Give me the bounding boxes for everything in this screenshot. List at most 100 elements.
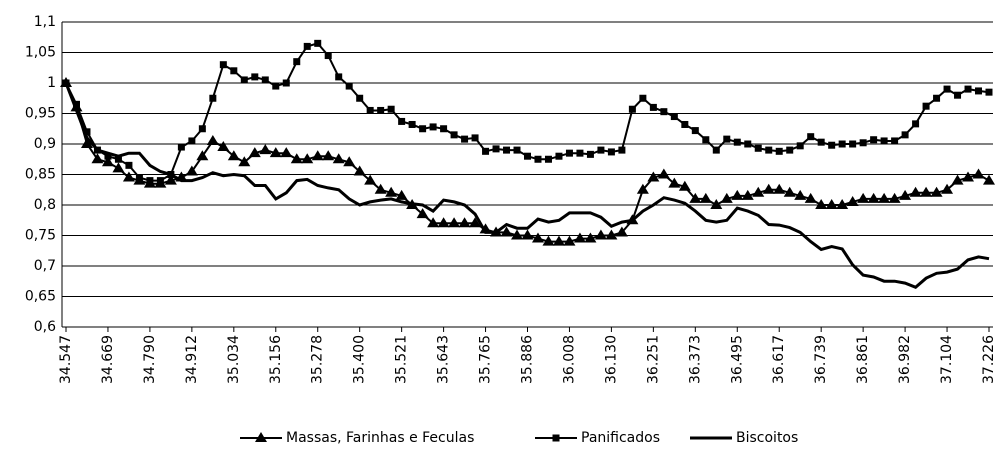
marker — [290, 153, 303, 164]
marker — [206, 134, 219, 145]
marker — [385, 186, 398, 197]
marker — [618, 146, 626, 154]
marker — [584, 232, 597, 243]
series — [62, 39, 993, 185]
marker — [217, 141, 230, 152]
marker — [164, 174, 177, 185]
marker — [565, 149, 573, 157]
legend-label: Biscoitos — [736, 430, 798, 446]
marker — [807, 133, 815, 141]
marker — [943, 85, 951, 93]
marker — [427, 217, 440, 228]
marker — [112, 162, 125, 173]
marker — [198, 125, 206, 133]
legend-label: Panificados — [581, 430, 660, 446]
marker — [227, 150, 240, 161]
marker — [899, 189, 912, 200]
x-tick-label: 35.643 — [436, 335, 452, 384]
marker — [891, 137, 899, 145]
marker — [534, 155, 542, 163]
marker — [374, 183, 387, 194]
marker — [794, 189, 807, 200]
series — [60, 77, 995, 246]
y-tick-label: 0,95 — [25, 106, 56, 122]
marker — [301, 153, 314, 164]
x-tick-label: 36.982 — [897, 335, 913, 384]
marker — [248, 147, 261, 158]
x-tick-label: 35.765 — [478, 335, 494, 384]
marker — [101, 156, 114, 167]
x-tick-label: 34.790 — [142, 335, 158, 384]
marker — [615, 226, 628, 237]
marker — [366, 106, 374, 114]
marker — [125, 161, 133, 169]
legend-item: Panificados — [535, 430, 660, 446]
marker — [731, 189, 744, 200]
marker — [909, 186, 922, 197]
marker — [269, 147, 282, 158]
marker — [804, 192, 817, 203]
marker — [261, 76, 269, 84]
marker — [712, 146, 720, 154]
marker — [311, 150, 324, 161]
marker — [846, 195, 859, 206]
marker — [901, 131, 909, 139]
marker — [332, 153, 345, 164]
x-tick-label: 35.886 — [520, 335, 536, 384]
y-tick-label: 1 — [47, 75, 56, 91]
marker — [531, 232, 544, 243]
x-tick-label: 35.034 — [226, 335, 242, 384]
marker — [775, 147, 783, 155]
x-tick-label: 37.104 — [939, 335, 955, 384]
marker — [503, 146, 511, 154]
marker — [639, 94, 647, 102]
marker — [280, 147, 293, 158]
marker — [542, 235, 555, 246]
series — [64, 82, 990, 290]
x-tick-label: 36.617 — [771, 335, 787, 384]
x-tick-label: 36.861 — [855, 335, 871, 384]
marker — [647, 171, 660, 182]
marker — [416, 208, 429, 219]
x-tick-label: 34.547 — [58, 335, 74, 384]
marker — [681, 120, 689, 128]
marker — [941, 183, 954, 194]
marker — [825, 199, 838, 209]
marker — [920, 186, 933, 197]
x-tick-label: 34.912 — [184, 335, 200, 384]
legend-item: Biscoitos — [690, 430, 798, 446]
marker — [114, 155, 122, 163]
marker — [80, 138, 93, 148]
marker — [597, 146, 605, 154]
marker — [209, 94, 217, 102]
marker — [985, 88, 993, 96]
marker — [255, 432, 267, 442]
marker — [678, 180, 691, 191]
series-line — [65, 82, 990, 243]
marker — [219, 61, 227, 69]
marker — [815, 199, 828, 209]
y-tick-label: 0,65 — [25, 289, 56, 305]
y-tick-label: 0,7 — [34, 258, 56, 274]
marker — [765, 146, 773, 154]
marker — [188, 137, 196, 145]
marker — [668, 177, 681, 188]
marker — [576, 149, 584, 157]
marker — [859, 139, 867, 147]
x-tick-label: 36.008 — [561, 335, 577, 384]
marker — [395, 189, 408, 200]
marker — [555, 152, 563, 160]
marker — [972, 168, 985, 179]
marker — [282, 79, 290, 87]
y-tick-label: 0,9 — [34, 136, 56, 152]
marker — [230, 67, 238, 75]
marker — [482, 147, 490, 155]
marker — [796, 142, 804, 150]
marker — [660, 108, 668, 116]
marker — [964, 85, 972, 93]
marker — [72, 100, 80, 108]
marker — [511, 229, 524, 240]
marker — [135, 174, 143, 182]
